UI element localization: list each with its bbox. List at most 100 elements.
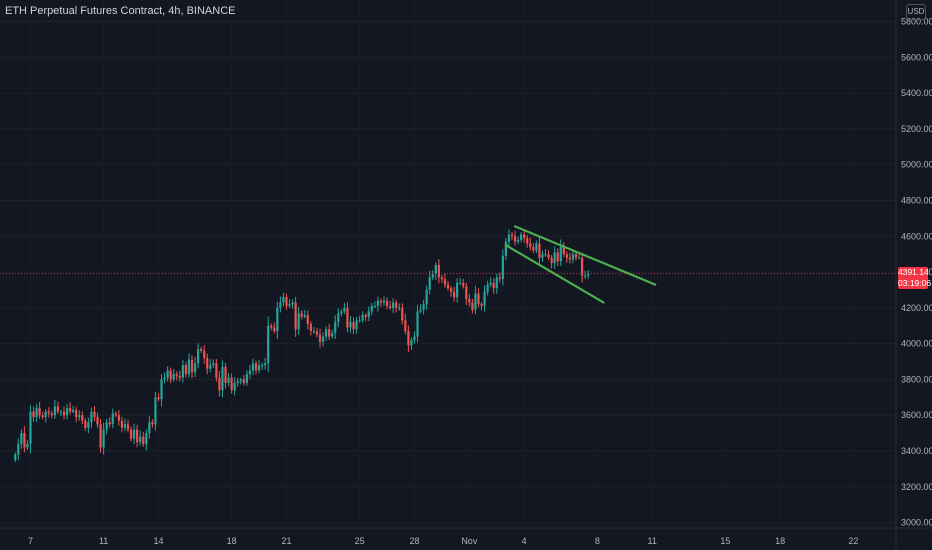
channel-upper-trendline[interactable] bbox=[513, 225, 657, 286]
candle-body bbox=[337, 313, 340, 323]
candle-body bbox=[99, 424, 102, 448]
candle-body bbox=[120, 420, 124, 428]
candle-body bbox=[367, 311, 370, 317]
currency-button[interactable]: USD bbox=[906, 4, 926, 20]
candle bbox=[84, 418, 87, 431]
candle bbox=[495, 273, 498, 294]
candle bbox=[318, 328, 322, 348]
candle bbox=[248, 364, 252, 379]
candle bbox=[425, 285, 428, 310]
x-tick-label: 15 bbox=[720, 536, 730, 546]
candle-body bbox=[437, 264, 440, 278]
candle-body bbox=[129, 429, 133, 439]
candle-body bbox=[62, 411, 66, 416]
candle-body bbox=[492, 282, 495, 289]
candle bbox=[468, 294, 471, 307]
candle bbox=[541, 250, 544, 262]
candle bbox=[114, 411, 117, 418]
candle bbox=[358, 315, 361, 323]
candle bbox=[446, 280, 450, 291]
candle bbox=[498, 272, 501, 283]
candle-body bbox=[132, 429, 136, 439]
candle-body bbox=[50, 413, 53, 416]
candle bbox=[501, 249, 504, 286]
candle-body bbox=[248, 370, 252, 375]
candle-body bbox=[468, 298, 471, 303]
candle-body bbox=[516, 239, 520, 242]
candle-body bbox=[157, 397, 160, 400]
candle-body bbox=[510, 234, 514, 237]
candle-body bbox=[312, 331, 316, 333]
candle-body bbox=[449, 288, 453, 292]
candle-body bbox=[407, 331, 410, 346]
candle bbox=[465, 282, 468, 306]
candle-body bbox=[388, 306, 392, 308]
candle bbox=[75, 406, 78, 423]
candle-body bbox=[343, 307, 346, 312]
candle-body bbox=[233, 383, 236, 391]
candle-body bbox=[392, 302, 395, 308]
candle-body bbox=[300, 313, 303, 317]
candle bbox=[382, 296, 386, 306]
candle bbox=[224, 363, 227, 389]
channel-lower-trendline[interactable] bbox=[504, 244, 605, 304]
candle-body bbox=[148, 422, 151, 434]
candle bbox=[99, 419, 102, 453]
time-axis[interactable]: 7 11 14 18 21 25 28 Nov 4 8 11 15 18 22 bbox=[0, 527, 932, 546]
y-tick-label: 3400.00 bbox=[901, 446, 932, 456]
x-tick-label: 28 bbox=[409, 536, 419, 546]
candle-body bbox=[87, 422, 90, 428]
candle bbox=[300, 310, 303, 320]
candle bbox=[184, 361, 188, 378]
candle bbox=[129, 426, 133, 442]
candle-body bbox=[328, 329, 331, 337]
candle-body bbox=[355, 320, 358, 330]
candle bbox=[81, 411, 84, 425]
candle bbox=[404, 313, 407, 335]
candle bbox=[440, 274, 444, 283]
candle bbox=[492, 278, 495, 294]
candle-body bbox=[580, 257, 584, 276]
candle bbox=[14, 452, 17, 463]
candle bbox=[50, 410, 53, 419]
candle bbox=[62, 406, 66, 420]
candle bbox=[324, 326, 328, 341]
last-price-label: 4391.14 bbox=[898, 266, 929, 277]
candle-body bbox=[221, 366, 224, 391]
candle-body bbox=[181, 365, 184, 378]
drawings bbox=[504, 225, 657, 304]
candle bbox=[529, 237, 532, 251]
candle-body bbox=[364, 315, 367, 317]
candle-body bbox=[53, 406, 56, 416]
candle-body bbox=[577, 257, 581, 259]
x-tick-label: 25 bbox=[355, 536, 365, 546]
candle-body bbox=[297, 313, 300, 330]
candle bbox=[577, 253, 581, 260]
candle-body bbox=[410, 340, 413, 346]
candle-body bbox=[507, 234, 511, 242]
candle bbox=[413, 331, 416, 344]
candle bbox=[373, 301, 376, 309]
candle bbox=[367, 306, 370, 322]
candle bbox=[203, 345, 206, 364]
y-tick-label: 4200.00 bbox=[901, 303, 932, 313]
candle bbox=[471, 298, 474, 314]
candle-body bbox=[72, 409, 75, 412]
candle bbox=[282, 292, 285, 307]
candle-body bbox=[193, 363, 197, 373]
candle bbox=[401, 303, 404, 325]
candle-body bbox=[68, 408, 72, 412]
candle-body bbox=[90, 411, 93, 423]
candle-body bbox=[264, 363, 267, 366]
candle-body bbox=[187, 359, 191, 375]
candle-body bbox=[212, 363, 215, 366]
candle bbox=[32, 406, 35, 422]
candle-body bbox=[47, 411, 50, 414]
symbol-title: ETH Perpetual Futures Contract, 4h, BINA… bbox=[5, 5, 236, 17]
candle-body bbox=[529, 243, 532, 247]
candle-body bbox=[93, 411, 96, 418]
candle-body bbox=[456, 282, 459, 298]
candle bbox=[65, 404, 69, 420]
